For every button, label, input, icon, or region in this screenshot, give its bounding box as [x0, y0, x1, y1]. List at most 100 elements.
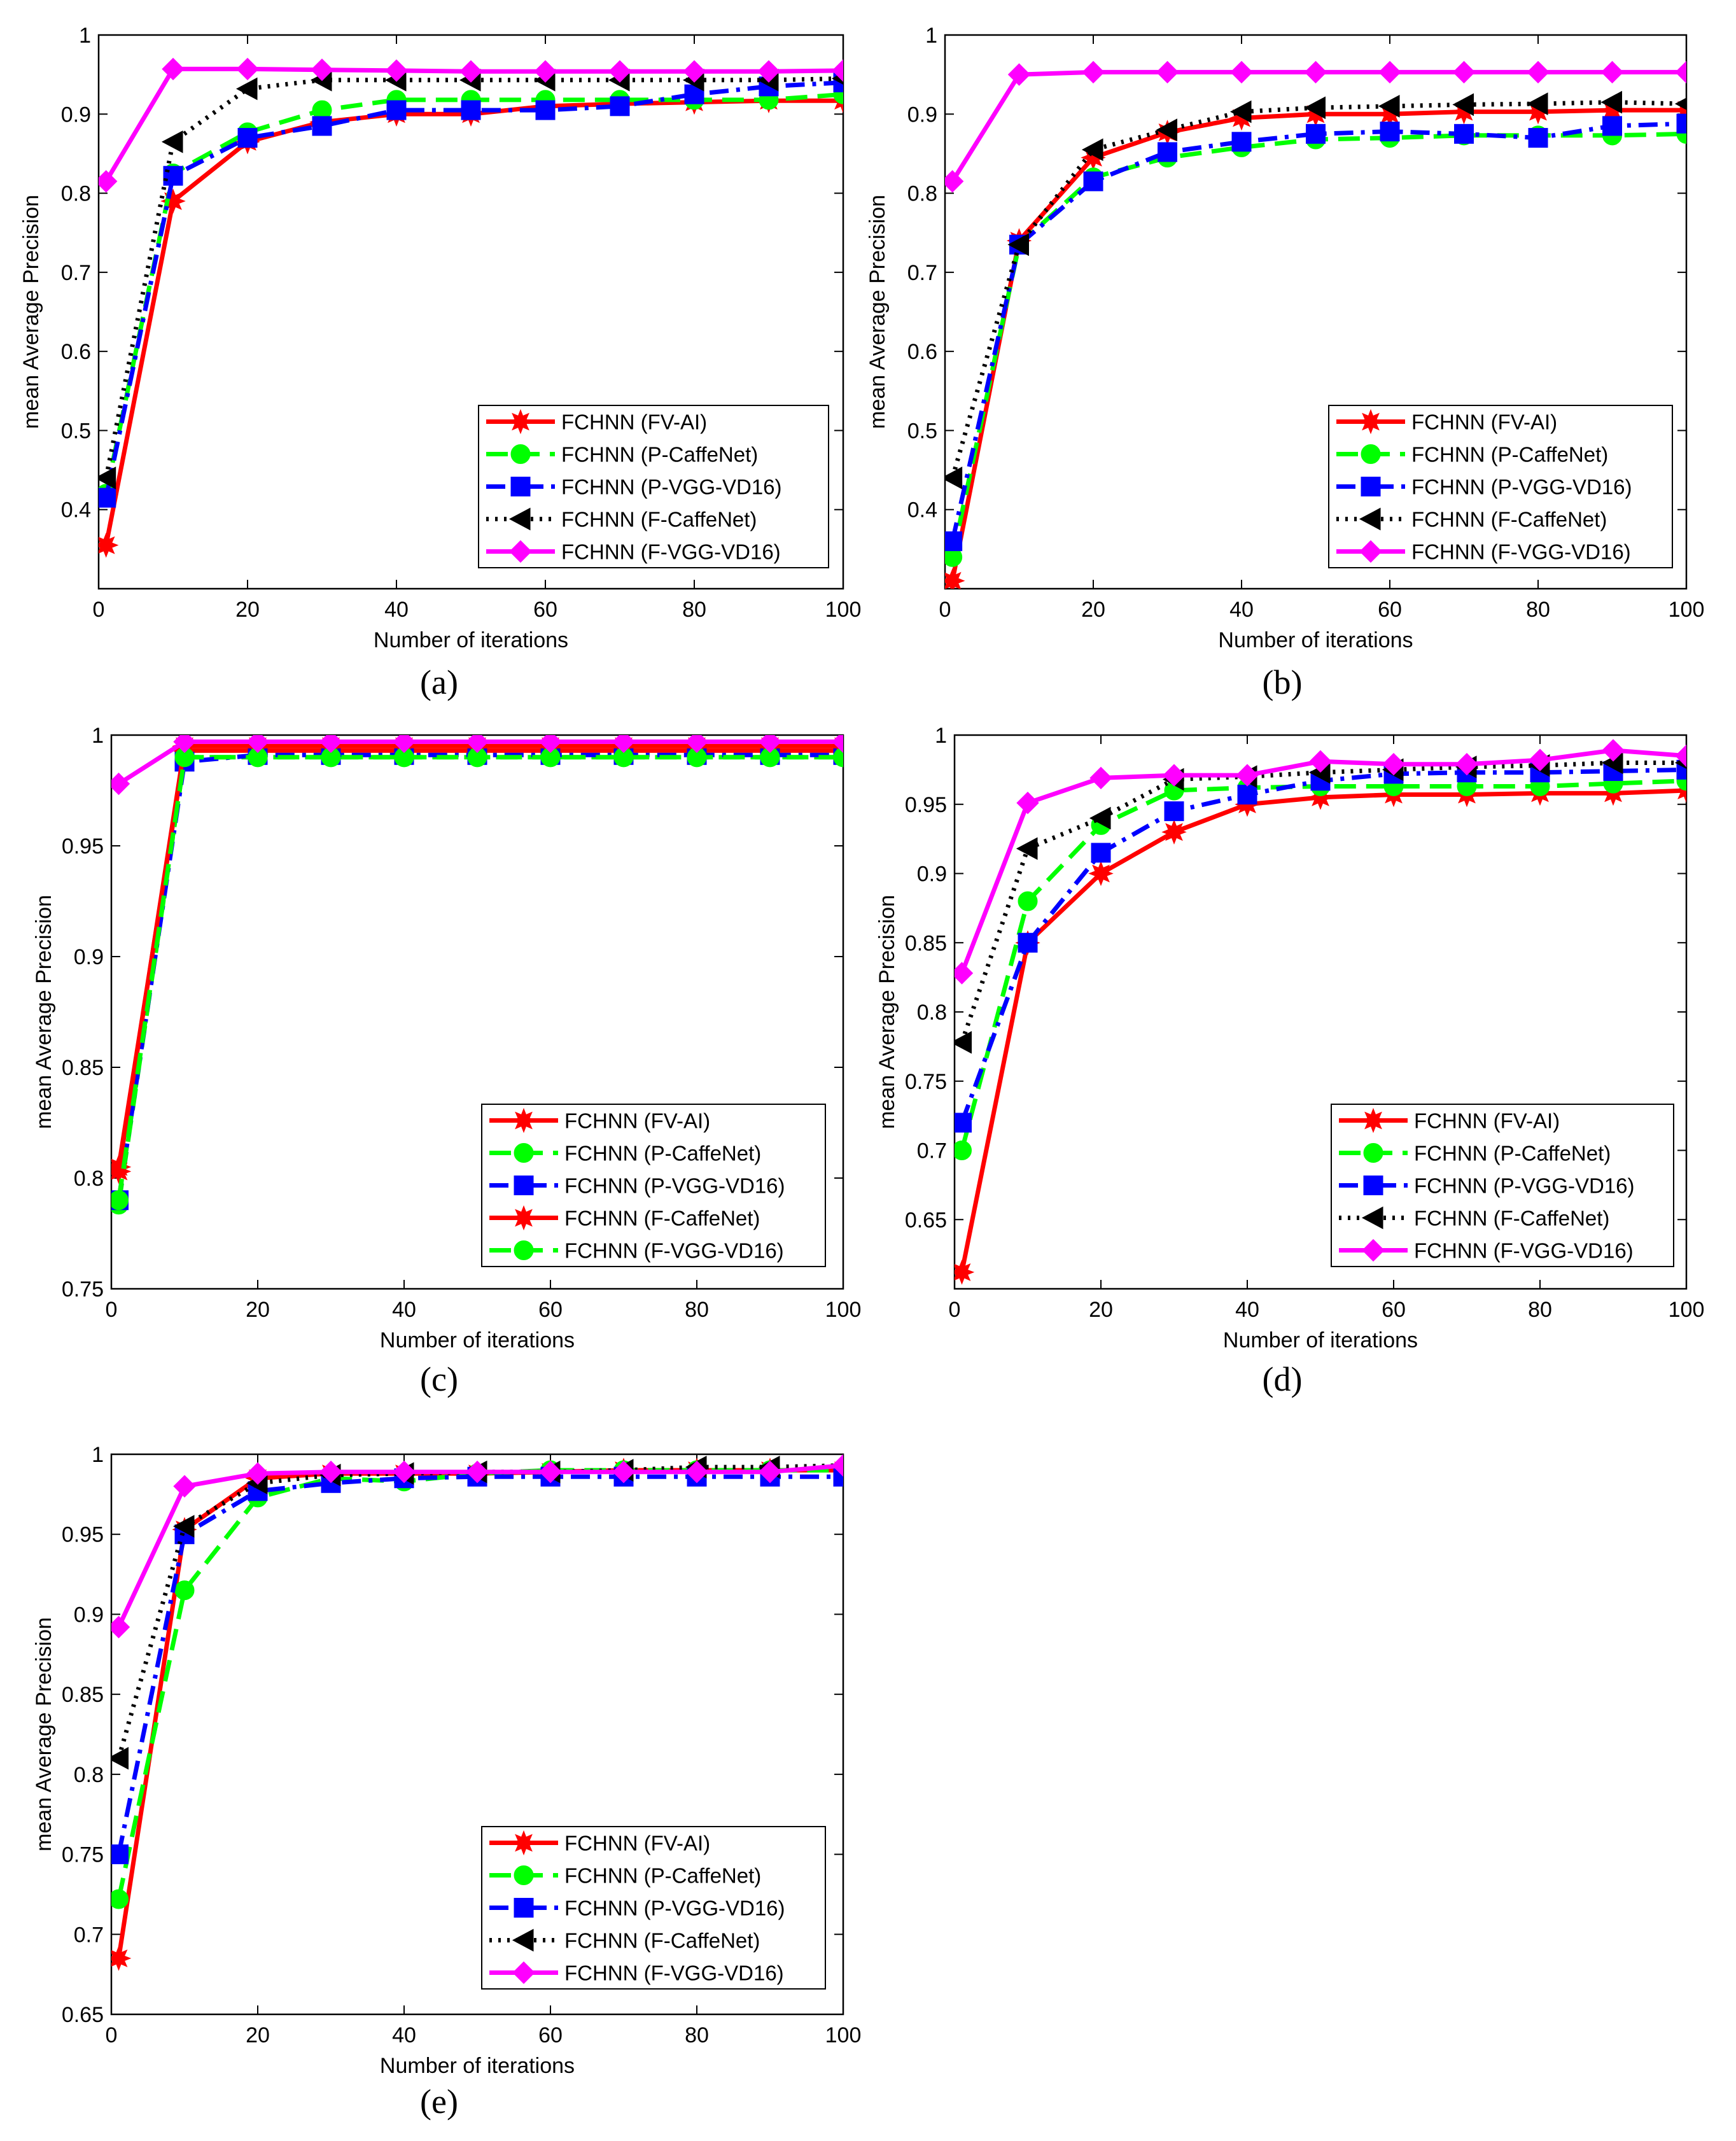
- x-tick-label: 80: [682, 598, 706, 622]
- x-tick-label: 0: [93, 598, 105, 622]
- y-tick-label: 0.75: [62, 1843, 104, 1867]
- data-point: [174, 1580, 195, 1601]
- legend-marker: [511, 1107, 536, 1134]
- y-tick-label: 0.9: [74, 1603, 104, 1627]
- data-point: [99, 488, 116, 508]
- data-point: [1236, 764, 1259, 787]
- legend-marker: [511, 1830, 536, 1856]
- x-tick-label: 100: [1669, 1298, 1705, 1322]
- data-point: [1309, 750, 1332, 773]
- data-point: [237, 128, 258, 148]
- x-axis-label: Number of iterations: [1223, 1328, 1418, 1352]
- legend-marker: [514, 1176, 534, 1195]
- y-tick-label: 0.8: [907, 182, 937, 206]
- data-point: [1089, 806, 1111, 830]
- data-point: [319, 735, 342, 754]
- legend-marker: [514, 1865, 534, 1885]
- y-axis-label: mean Average Precision: [865, 195, 890, 429]
- data-point: [1158, 142, 1177, 162]
- legend-marker: [1361, 444, 1381, 464]
- x-tick-label: 40: [1235, 1298, 1259, 1322]
- legend-marker: [514, 1898, 534, 1918]
- data-point: [685, 735, 708, 754]
- data-point: [608, 60, 631, 83]
- x-axis-label: Number of iterations: [380, 1328, 575, 1352]
- y-tick-label: 0.95: [62, 1523, 104, 1547]
- legend-marker: [509, 540, 532, 563]
- x-tick-label: 80: [685, 1298, 709, 1322]
- x-tick-label: 60: [538, 2023, 563, 2047]
- data-point: [236, 57, 259, 81]
- data-point: [111, 1615, 130, 1639]
- data-point: [1676, 113, 1686, 134]
- legend-label: FCHNN (F-VGG-VD16): [1414, 1239, 1634, 1263]
- x-tick-label: 80: [1526, 598, 1550, 622]
- data-point: [1018, 932, 1038, 953]
- legend-marker: [1359, 540, 1382, 563]
- y-tick-label: 0.75: [905, 1070, 947, 1094]
- y-tick-label: 0.7: [61, 261, 91, 285]
- y-axis-label: mean Average Precision: [32, 895, 56, 1129]
- x-tick-label: 40: [392, 2023, 416, 2047]
- chart-panel-e: 0 20 40 60 80 100 0.65 0.7 0.75 0.8 0.85 0.9 0.95 1 Nu…: [32, 1443, 861, 2121]
- chart-panel-d: 0 20 40 60 80 100 0.65 0.7 0.75 0.8 0.85 0.9 0.95 1 Nu…: [875, 724, 1704, 1398]
- legend-label: FCHNN (P-VGG-VD16): [1414, 1174, 1635, 1198]
- series-group: [111, 735, 843, 1215]
- x-tick-label: 20: [1089, 1298, 1113, 1322]
- data-point: [1380, 122, 1400, 142]
- y-tick-label: 0.4: [907, 498, 937, 523]
- legend-marker: [1361, 477, 1381, 496]
- data-point: [161, 130, 183, 153]
- data-point: [1674, 97, 1686, 110]
- legend-label: FCHNN (FV-AI): [1414, 1109, 1560, 1133]
- legend-label: FCHNN (P-VGG-VD16): [1411, 475, 1632, 499]
- y-tick-label: 0.85: [62, 1683, 104, 1707]
- data-point: [757, 60, 780, 83]
- y-axis-label: mean Average Precision: [32, 1617, 56, 1851]
- legend-label: FCHNN (F-VGG-VD16): [561, 540, 781, 564]
- data-point: [1163, 764, 1186, 787]
- data-point: [311, 58, 333, 81]
- data-point: [99, 170, 118, 193]
- y-tick-label: 0.8: [74, 1167, 104, 1191]
- data-point: [1454, 123, 1474, 144]
- y-tick-label: 0.9: [74, 945, 104, 969]
- legend-marker: [514, 1143, 534, 1163]
- x-tick-label: 40: [392, 1298, 416, 1322]
- legend-label: FCHNN (F-CaffeNet): [564, 1929, 760, 1953]
- y-tick-label: 0.6: [907, 340, 937, 364]
- x-tick-label: 0: [106, 1298, 118, 1322]
- legend-label: FCHNN (F-CaffeNet): [1411, 508, 1607, 531]
- data-point: [393, 735, 416, 754]
- y-tick-label: 0.4: [61, 498, 91, 523]
- data-point: [1452, 60, 1476, 84]
- data-point: [1600, 90, 1622, 114]
- y-tick-label: 0.85: [905, 931, 947, 955]
- y-tick-label: 0.85: [62, 1056, 104, 1080]
- x-tick-label: 20: [1081, 598, 1105, 622]
- data-point: [1156, 60, 1179, 84]
- legend-label: FCHNN (F-CaffeNet): [561, 508, 757, 531]
- data-point: [955, 962, 974, 985]
- x-tick-label: 20: [246, 1298, 270, 1322]
- legend: FCHNN (FV-AI) FCHNN (P-CaffeNet) FCHNN (P-…: [1331, 1104, 1674, 1267]
- legend-label: FCHNN (FV-AI): [1411, 411, 1557, 434]
- data-point: [1304, 96, 1326, 120]
- y-tick-label: 0.8: [74, 1763, 104, 1787]
- data-point: [612, 735, 635, 754]
- data-point: [385, 59, 408, 82]
- data-point: [111, 1889, 129, 1909]
- data-point: [832, 735, 843, 754]
- x-tick-label: 60: [1378, 598, 1402, 622]
- data-point: [685, 1460, 708, 1484]
- y-tick-label: 0.75: [62, 1277, 104, 1302]
- panel-caption: (a): [420, 663, 458, 701]
- y-tick-label: 0.7: [907, 261, 937, 285]
- x-tick-label: 100: [1669, 598, 1705, 622]
- legend-label: FCHNN (P-CaffeNet): [564, 1864, 761, 1888]
- legend-label: FCHNN (F-VGG-VD16): [1411, 540, 1631, 564]
- legend-marker: [1359, 507, 1381, 531]
- y-tick-label: 1: [92, 1443, 104, 1467]
- legend-label: FCHNN (FV-AI): [561, 411, 707, 434]
